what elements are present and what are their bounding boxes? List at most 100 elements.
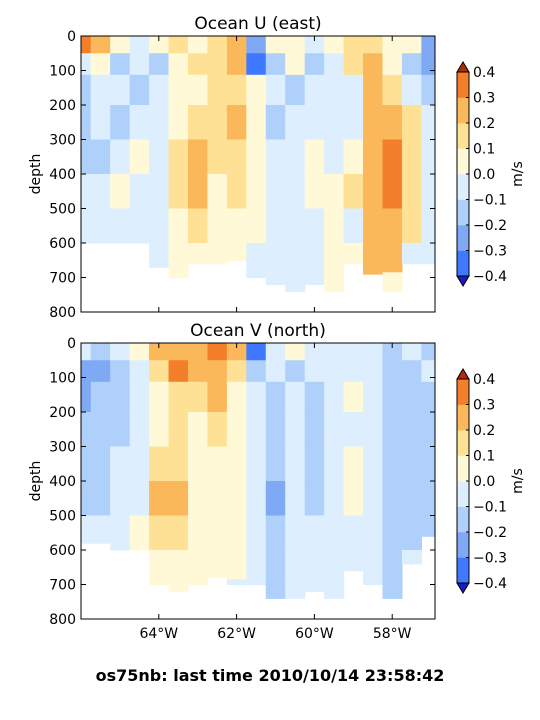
heatmap-cell <box>168 36 189 54</box>
colorbar: −0.4 −0.3 −0.2 −0.1 0.0 0.1 0.2 0.3 0.4 m/s <box>456 61 526 287</box>
colorbar-bin <box>457 481 469 507</box>
heatmap-cell <box>81 412 92 448</box>
heatmap-cell <box>324 139 345 175</box>
heatmap-cell <box>110 174 131 210</box>
heatmap-cell <box>168 272 189 279</box>
heatmap-cell <box>421 208 435 244</box>
heatmap-cell <box>207 208 228 244</box>
heatmap-cell <box>363 208 384 244</box>
heatmap-cell <box>149 74 170 106</box>
x-tick-label: 60°W <box>295 626 334 642</box>
heatmap-cell <box>285 174 306 210</box>
heatmap-cell <box>149 579 170 586</box>
heatmap-cell <box>187 74 209 106</box>
colorbar-bin <box>457 430 469 456</box>
heatmap-cell <box>90 74 111 106</box>
heatmap-cell <box>207 343 228 361</box>
heatmap-cell <box>324 53 345 76</box>
heatmap-cell <box>149 446 170 482</box>
heatmap-cell <box>304 579 325 592</box>
heatmap-cell <box>363 481 384 517</box>
heatmap-cell <box>343 412 364 448</box>
heatmap-cell <box>382 243 403 273</box>
heatmap-cell <box>265 550 286 580</box>
heatmap-cell <box>246 579 267 586</box>
heatmap-cell <box>343 174 364 210</box>
panel-title: Ocean V (north) <box>190 321 326 341</box>
heatmap-cell <box>363 36 384 54</box>
heatmap-cell <box>110 208 131 244</box>
heatmap-cell <box>81 74 92 106</box>
heatmap-cell <box>304 105 325 141</box>
heatmap-cell <box>226 343 247 361</box>
heatmap-cell <box>324 343 345 361</box>
heatmap-cell <box>285 515 306 551</box>
heatmap-cell <box>401 208 422 244</box>
heatmap-cell <box>90 139 111 175</box>
heatmap-cell <box>343 481 364 517</box>
colorbar: −0.4 −0.3 −0.2 −0.1 0.0 0.1 0.2 0.3 0.4 m/s <box>456 368 526 594</box>
heatmap-cell <box>90 515 111 544</box>
heatmap-cell <box>187 381 209 413</box>
heatmap-cell <box>226 360 247 383</box>
heatmap-cell <box>90 208 111 244</box>
heatmap-cell <box>401 515 422 551</box>
y-tick-label: 100 <box>49 371 76 387</box>
heatmap-cell <box>81 381 92 413</box>
colorbar-tick-label: 0.0 <box>473 474 495 490</box>
heatmap-cell <box>110 343 131 361</box>
heatmap-cell <box>343 208 364 244</box>
heatmap-cell <box>324 481 345 517</box>
heatmap-cell <box>149 412 170 448</box>
heatmap-cell <box>226 481 247 517</box>
heatmap-cell <box>149 550 170 580</box>
heatmap-cell <box>168 53 189 76</box>
colorbar-extend-min <box>456 275 470 287</box>
heatmap-cell <box>285 481 306 517</box>
heatmap-cell <box>207 446 228 482</box>
heatmap-cell <box>324 360 345 383</box>
y-tick-label: 200 <box>49 98 76 114</box>
heatmap-cell <box>265 579 286 599</box>
heatmap-cell <box>246 550 267 580</box>
heatmap-cell <box>110 53 131 76</box>
colorbar-bin <box>457 225 469 251</box>
heatmap-cell <box>421 36 435 54</box>
heatmap-cell <box>149 343 170 361</box>
heatmap-cell <box>149 515 170 551</box>
heatmap-cell <box>382 208 403 244</box>
heatmap-cell <box>207 381 228 413</box>
heatmap-cell <box>382 481 403 517</box>
heatmap-cell <box>265 446 286 482</box>
x-tick-label: 62°W <box>217 626 256 642</box>
heatmap-cell <box>81 343 92 361</box>
heatmap-cell <box>246 481 267 517</box>
heatmap-cell <box>110 36 131 54</box>
heatmap-cell <box>149 481 170 517</box>
heatmap-cell <box>81 105 92 141</box>
heatmap-cell <box>401 343 422 361</box>
heatmap-cell <box>168 579 189 592</box>
panel-1: Ocean U (east) 0 100 200 300 400 500 600 700 800 d… <box>28 14 526 321</box>
heatmap-cell <box>304 481 325 517</box>
heatmap-cell <box>285 208 306 244</box>
heatmap-cell <box>110 139 131 175</box>
heatmap-cell <box>304 36 325 54</box>
heatmap-cell <box>304 272 325 285</box>
heatmap-cell <box>285 139 306 175</box>
heatmap-cell <box>90 343 111 361</box>
heatmap-cell <box>421 174 435 210</box>
heatmap-cell <box>81 53 92 76</box>
heatmap-cell <box>110 105 131 141</box>
heatmap-cell <box>265 272 286 285</box>
colorbar-tick-label: 0.2 <box>473 116 495 132</box>
heatmap-cell <box>207 174 228 210</box>
heatmap-cell <box>343 446 364 482</box>
heatmap-cell <box>343 36 364 54</box>
heatmap-cell <box>149 36 170 54</box>
colorbar-tick-label: 0.4 <box>473 372 495 388</box>
heatmap-cell <box>187 36 209 54</box>
heatmap-cell <box>187 139 209 175</box>
y-axis-label: depth <box>28 461 44 502</box>
y-tick-label: 300 <box>49 133 76 149</box>
